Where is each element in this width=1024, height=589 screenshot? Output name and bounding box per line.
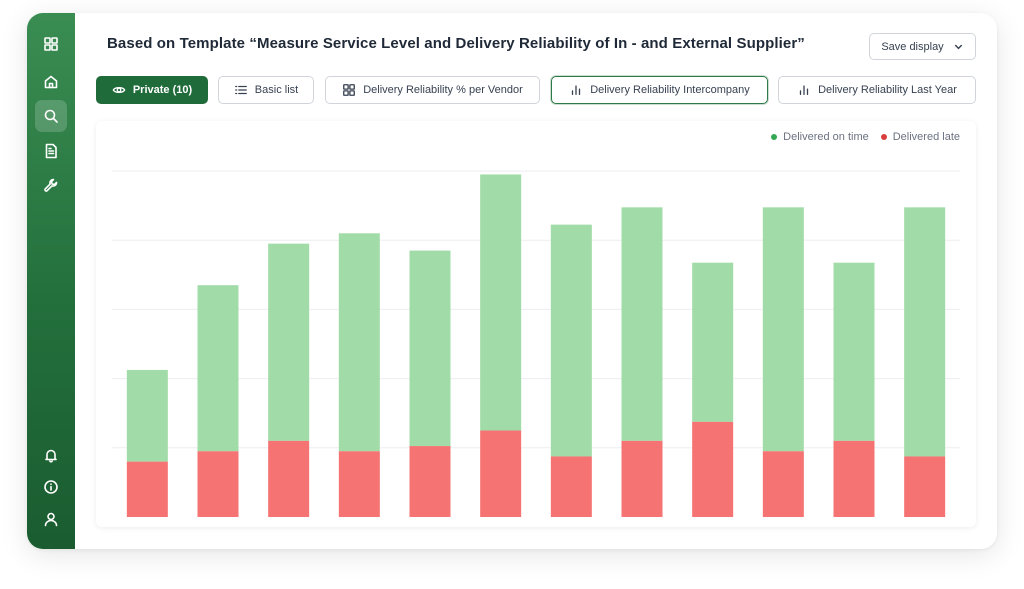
app-window: Based on Template “Measure Service Level… — [27, 13, 997, 549]
bar-delivered-on-time[interactable] — [550, 224, 592, 457]
bar-delivered-late[interactable] — [126, 461, 168, 517]
home-icon — [44, 75, 58, 89]
user-icon — [44, 512, 58, 527]
bar-delivered-late[interactable] — [197, 451, 239, 517]
eye-icon — [112, 87, 126, 93]
tab-label: Delivery Reliability Intercompany — [590, 84, 750, 96]
chart-legend: Delivered on time Delivered late — [771, 131, 960, 143]
wrench-icon — [44, 178, 58, 192]
sidebar-documents-button[interactable] — [35, 135, 67, 167]
bar-delivered-late[interactable] — [762, 451, 804, 517]
bar-chart-icon — [572, 85, 581, 96]
bar-chart-icon — [799, 85, 809, 96]
bar-delivered-late[interactable] — [621, 440, 663, 517]
legend-label-on-time: Delivered on time — [783, 131, 869, 143]
bar-delivered-on-time[interactable] — [268, 243, 310, 441]
tab-label: Private (10) — [132, 84, 193, 96]
bar-delivered-on-time[interactable] — [762, 207, 804, 452]
tab-private[interactable]: Private (10) — [96, 76, 208, 104]
tab-reliability-intercompany[interactable]: Delivery Reliability Intercompany — [551, 76, 768, 104]
list-icon — [234, 85, 247, 95]
sidebar-apps-button[interactable] — [35, 28, 67, 60]
sidebar-info-button[interactable] — [35, 471, 67, 503]
bar-delivered-on-time[interactable] — [833, 262, 875, 441]
save-display-button[interactable]: Save display — [869, 33, 976, 60]
search-icon — [44, 109, 58, 123]
chart-panel: Delivered on time Delivered late — [96, 121, 976, 527]
bar-delivered-on-time[interactable] — [126, 369, 168, 462]
tab-label: Delivery Reliability % per Vendor — [363, 84, 523, 96]
save-display-label: Save display — [881, 40, 944, 53]
bell-icon — [45, 449, 57, 463]
page-title: Based on Template “Measure Service Level… — [107, 35, 805, 52]
grid-icon — [343, 84, 356, 96]
legend-label-late: Delivered late — [892, 131, 960, 143]
bar-delivered-late[interactable] — [409, 446, 451, 517]
tab-reliability-last-year[interactable]: Delivery Reliability Last Year — [778, 76, 976, 104]
legend-item-late: Delivered late — [880, 131, 960, 143]
tab-reliability-per-vendor[interactable]: Delivery Reliability % per Vendor — [325, 76, 540, 104]
sidebar-profile-button[interactable] — [35, 503, 67, 535]
bar-delivered-late[interactable] — [904, 456, 946, 517]
bar-delivered-late[interactable] — [692, 421, 734, 517]
stacked-bar-chart — [112, 170, 960, 518]
bar-delivered-on-time[interactable] — [197, 285, 239, 452]
document-icon — [45, 143, 57, 159]
bar-delivered-on-time[interactable] — [480, 174, 522, 431]
bar-delivered-on-time[interactable] — [409, 250, 451, 447]
tab-label: Delivery Reliability Last Year — [818, 84, 957, 96]
sidebar-notifications-button[interactable] — [35, 439, 67, 471]
legend-item-on-time: Delivered on time — [771, 131, 869, 143]
bar-delivered-late[interactable] — [550, 456, 592, 517]
legend-dot-late — [880, 134, 887, 140]
bar-delivered-late[interactable] — [338, 451, 380, 517]
grid-icon — [44, 37, 58, 51]
bar-delivered-on-time[interactable] — [338, 233, 380, 452]
sidebar — [27, 13, 75, 549]
bar-delivered-late[interactable] — [480, 430, 522, 518]
bar-delivered-late[interactable] — [268, 440, 310, 517]
bar-delivered-on-time[interactable] — [904, 207, 946, 457]
bar-delivered-on-time[interactable] — [692, 262, 734, 422]
info-icon — [44, 480, 58, 494]
sidebar-home-button[interactable] — [35, 66, 67, 98]
legend-dot-on-time — [771, 134, 778, 140]
sidebar-search-button[interactable] — [35, 100, 67, 132]
sidebar-tools-button[interactable] — [35, 170, 67, 202]
chevron-down-icon — [954, 44, 962, 50]
bar-delivered-late[interactable] — [833, 440, 875, 517]
tab-basic-list[interactable]: Basic list — [218, 76, 314, 104]
bar-delivered-on-time[interactable] — [621, 207, 663, 441]
tab-label: Basic list — [254, 84, 299, 96]
